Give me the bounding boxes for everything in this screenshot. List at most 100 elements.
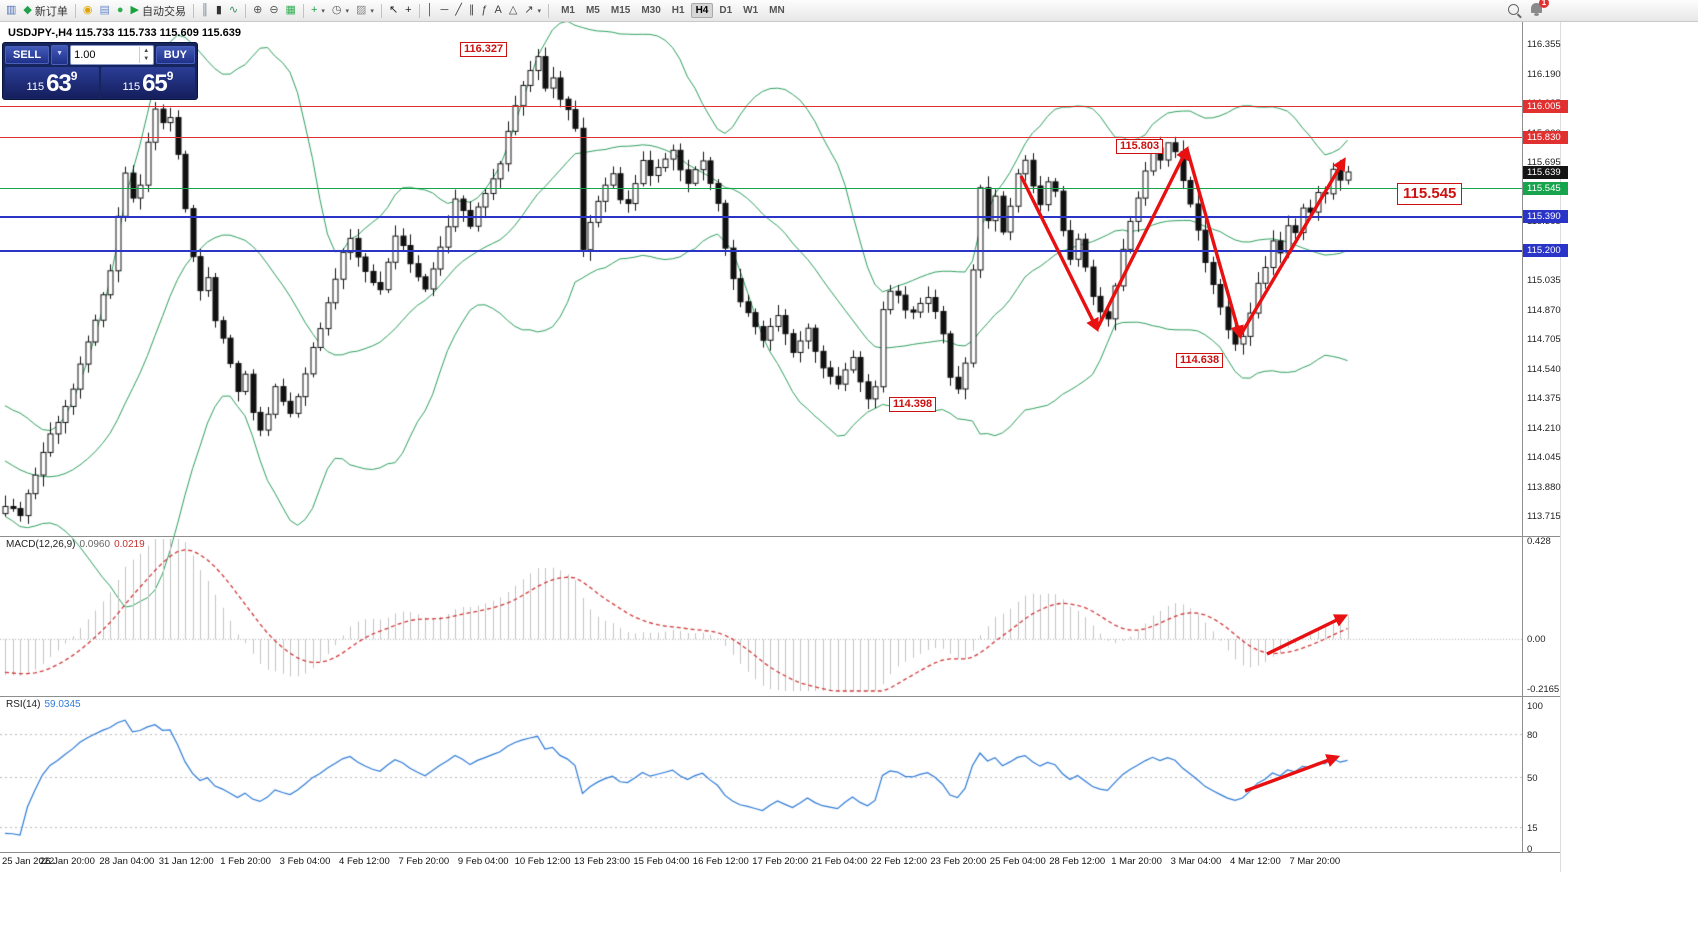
community-icon: ● xyxy=(116,4,124,16)
sell-price-pip: 9 xyxy=(70,69,78,83)
buy-button[interactable]: BUY xyxy=(155,46,195,64)
horizontal-line-116.005[interactable] xyxy=(0,106,1522,108)
time-axis-label: 10 Feb 12:00 xyxy=(514,856,571,867)
line-chart-type-icon[interactable]: ∿ xyxy=(226,2,241,19)
macd-rsi-separator[interactable] xyxy=(0,696,1560,697)
rsi-axis-label: 80 xyxy=(1527,729,1538,741)
time-axis-label: 1 Mar 20:00 xyxy=(1111,856,1162,867)
vertical-line-icon: │ xyxy=(426,4,434,16)
trendline-icon[interactable]: ╱ xyxy=(452,2,465,19)
candlestick-type-icon[interactable]: ▮ xyxy=(213,2,225,19)
order-options-dropdown[interactable]: ▼ xyxy=(51,45,69,65)
horizontal-line-115.39[interactable] xyxy=(0,215,1522,218)
timeframe-d1[interactable]: D1 xyxy=(719,5,733,16)
crosshair-icon[interactable]: + xyxy=(402,2,414,19)
time-axis-label: 26 Jan 20:00 xyxy=(39,856,95,867)
price-annotation-114.638[interactable]: 114.638 xyxy=(1176,353,1224,368)
timeframe-m30[interactable]: M30 xyxy=(641,5,661,16)
auto-trading-button-label: 自动交易 xyxy=(142,5,187,18)
arrows-tool-icon-caret[interactable]: ▾ xyxy=(537,7,542,15)
sell-price-display[interactable]: 115 63 9 xyxy=(5,67,99,98)
tile-windows-icon[interactable]: ▦ xyxy=(283,2,299,19)
price-tick-label: 114.705 xyxy=(1527,334,1561,345)
channel-icon: ∥ xyxy=(468,4,475,16)
price-annotation-114.398[interactable]: 114.398 xyxy=(889,397,937,412)
text-icon[interactable]: A xyxy=(492,2,505,19)
chart-title-ohlc: USDJPY-,H4 115.733 115.733 115.609 115.6… xyxy=(8,27,242,39)
shapes-icon[interactable]: △ xyxy=(506,2,520,19)
templates-icon: ▨ xyxy=(356,4,367,16)
toolbar-separator xyxy=(548,3,550,18)
vertical-line-icon[interactable]: │ xyxy=(424,2,437,19)
timeframe-h4[interactable]: H4 xyxy=(690,3,714,18)
price-annotation-116.327[interactable]: 116.327 xyxy=(460,42,508,57)
sell-button[interactable]: SELL xyxy=(5,46,50,64)
price-tick-label: 115.035 xyxy=(1527,275,1561,286)
macd-signal-value: 0.0219 xyxy=(114,539,145,550)
bell-icon xyxy=(1531,3,1542,16)
notification-count-badge: 1 xyxy=(1539,0,1549,8)
price-tick-label: 114.045 xyxy=(1527,452,1561,463)
price-tick-label: 116.355 xyxy=(1527,39,1561,50)
horizontal-line-115.83[interactable] xyxy=(0,137,1522,139)
volume-down-icon[interactable]: ▼ xyxy=(143,56,150,62)
templates-icon-caret[interactable]: ▾ xyxy=(370,7,374,15)
templates-icon[interactable]: ▨ ▾ xyxy=(353,2,377,19)
toolbar-separator xyxy=(418,3,420,18)
main-toolbar: ▥ ◆ 新订单 ◉ ▤ ● ▶ 自动交易 ║ ▮ ∿ ⊕ ⊖ ▦ + ▾ ◷ ▾ ▨ ▾ ↖ + │ ─ ╱ ∥ ƒ A △ ↗ ▾ M1 M… xyxy=(0,0,1698,22)
indicators-icon-caret[interactable]: ▾ xyxy=(321,7,325,15)
time-axis-label: 4 Mar 12:00 xyxy=(1230,856,1281,867)
periods-icon-caret[interactable]: ▾ xyxy=(345,7,350,15)
channel-icon[interactable]: ∥ xyxy=(466,2,478,19)
periods-icon: ◷ xyxy=(331,4,342,16)
chart-window-icon[interactable]: ▥ xyxy=(3,2,19,19)
periods-icon[interactable]: ◷ ▾ xyxy=(329,2,352,19)
buy-price-display[interactable]: 115 65 9 xyxy=(101,67,195,98)
time-axis-label: 21 Feb 04:00 xyxy=(811,856,868,867)
arrows-tool-icon[interactable]: ↗ ▾ xyxy=(521,2,544,19)
macd-axis-label: 0.428 xyxy=(1527,536,1551,548)
new-order-button[interactable]: ◆ 新订单 xyxy=(20,2,70,19)
horizontal-line-115.545[interactable] xyxy=(0,188,1522,190)
volume-up-icon[interactable]: ▲ xyxy=(143,48,150,54)
toolbar-buttons: ▥ ◆ 新订单 ◉ ▤ ● ▶ 自动交易 ║ ▮ ∿ ⊕ ⊖ ▦ + ▾ ◷ ▾ ▨ ▾ ↖ + │ ─ ╱ ∥ ƒ A △ ↗ ▾ xyxy=(0,2,552,19)
notifications-button[interactable]: 1 xyxy=(1531,0,1549,16)
terminal-icon: ▤ xyxy=(99,4,110,16)
search-icon[interactable] xyxy=(1508,4,1519,15)
time-axis-label: 13 Feb 23:00 xyxy=(574,856,630,867)
terminal-icon[interactable]: ▤ xyxy=(96,2,112,19)
auto-trading-button[interactable]: ▶ 自动交易 xyxy=(128,2,189,19)
timeframe-m5[interactable]: M5 xyxy=(585,5,600,16)
market-icon[interactable]: ◉ xyxy=(80,2,96,19)
timeframe-w1[interactable]: W1 xyxy=(743,5,759,16)
new-order-icon: ◆ xyxy=(23,4,32,16)
price-annotation-115.803[interactable]: 115.803 xyxy=(1116,139,1164,154)
indicators-icon[interactable]: + ▾ xyxy=(308,2,328,19)
toolbar-separator xyxy=(302,3,304,18)
timeframe-mn[interactable]: MN xyxy=(769,5,785,16)
time-axis-label: 23 Feb 20:00 xyxy=(930,856,987,867)
price-badge-115.545: 115.545 xyxy=(1523,182,1568,196)
community-icon[interactable]: ● xyxy=(114,2,127,19)
chart-window-edge xyxy=(1560,21,1561,872)
time-axis-label: 22 Feb 12:00 xyxy=(871,856,927,867)
price-badge-115.200: 115.200 xyxy=(1523,244,1568,257)
fibonacci-icon[interactable]: ƒ xyxy=(478,2,490,19)
cursor-icon[interactable]: ↖ xyxy=(386,2,401,19)
zoom-in-icon[interactable]: ⊕ xyxy=(250,2,265,19)
horizontal-line-115.2[interactable] xyxy=(0,249,1522,252)
timeframe-h1[interactable]: H1 xyxy=(671,5,685,16)
timeframe-m15[interactable]: M15 xyxy=(610,5,631,16)
price-annotation-115.545[interactable]: 115.545 xyxy=(1397,183,1463,205)
main-macd-separator[interactable] xyxy=(0,536,1560,537)
bar-chart-type-icon[interactable]: ║ xyxy=(198,2,212,19)
volume-stepper[interactable]: ▲ ▼ xyxy=(138,47,153,63)
timeframe-m1[interactable]: M1 xyxy=(561,5,575,16)
horizontal-line-icon[interactable]: ─ xyxy=(437,2,451,19)
price-badge-115.639: 115.639 xyxy=(1523,165,1568,179)
volume-input[interactable] xyxy=(71,49,139,61)
time-axis-label: 31 Jan 12:00 xyxy=(158,856,214,867)
zoom-out-icon[interactable]: ⊖ xyxy=(266,2,281,19)
rsi-axis-label: 15 xyxy=(1527,822,1538,834)
